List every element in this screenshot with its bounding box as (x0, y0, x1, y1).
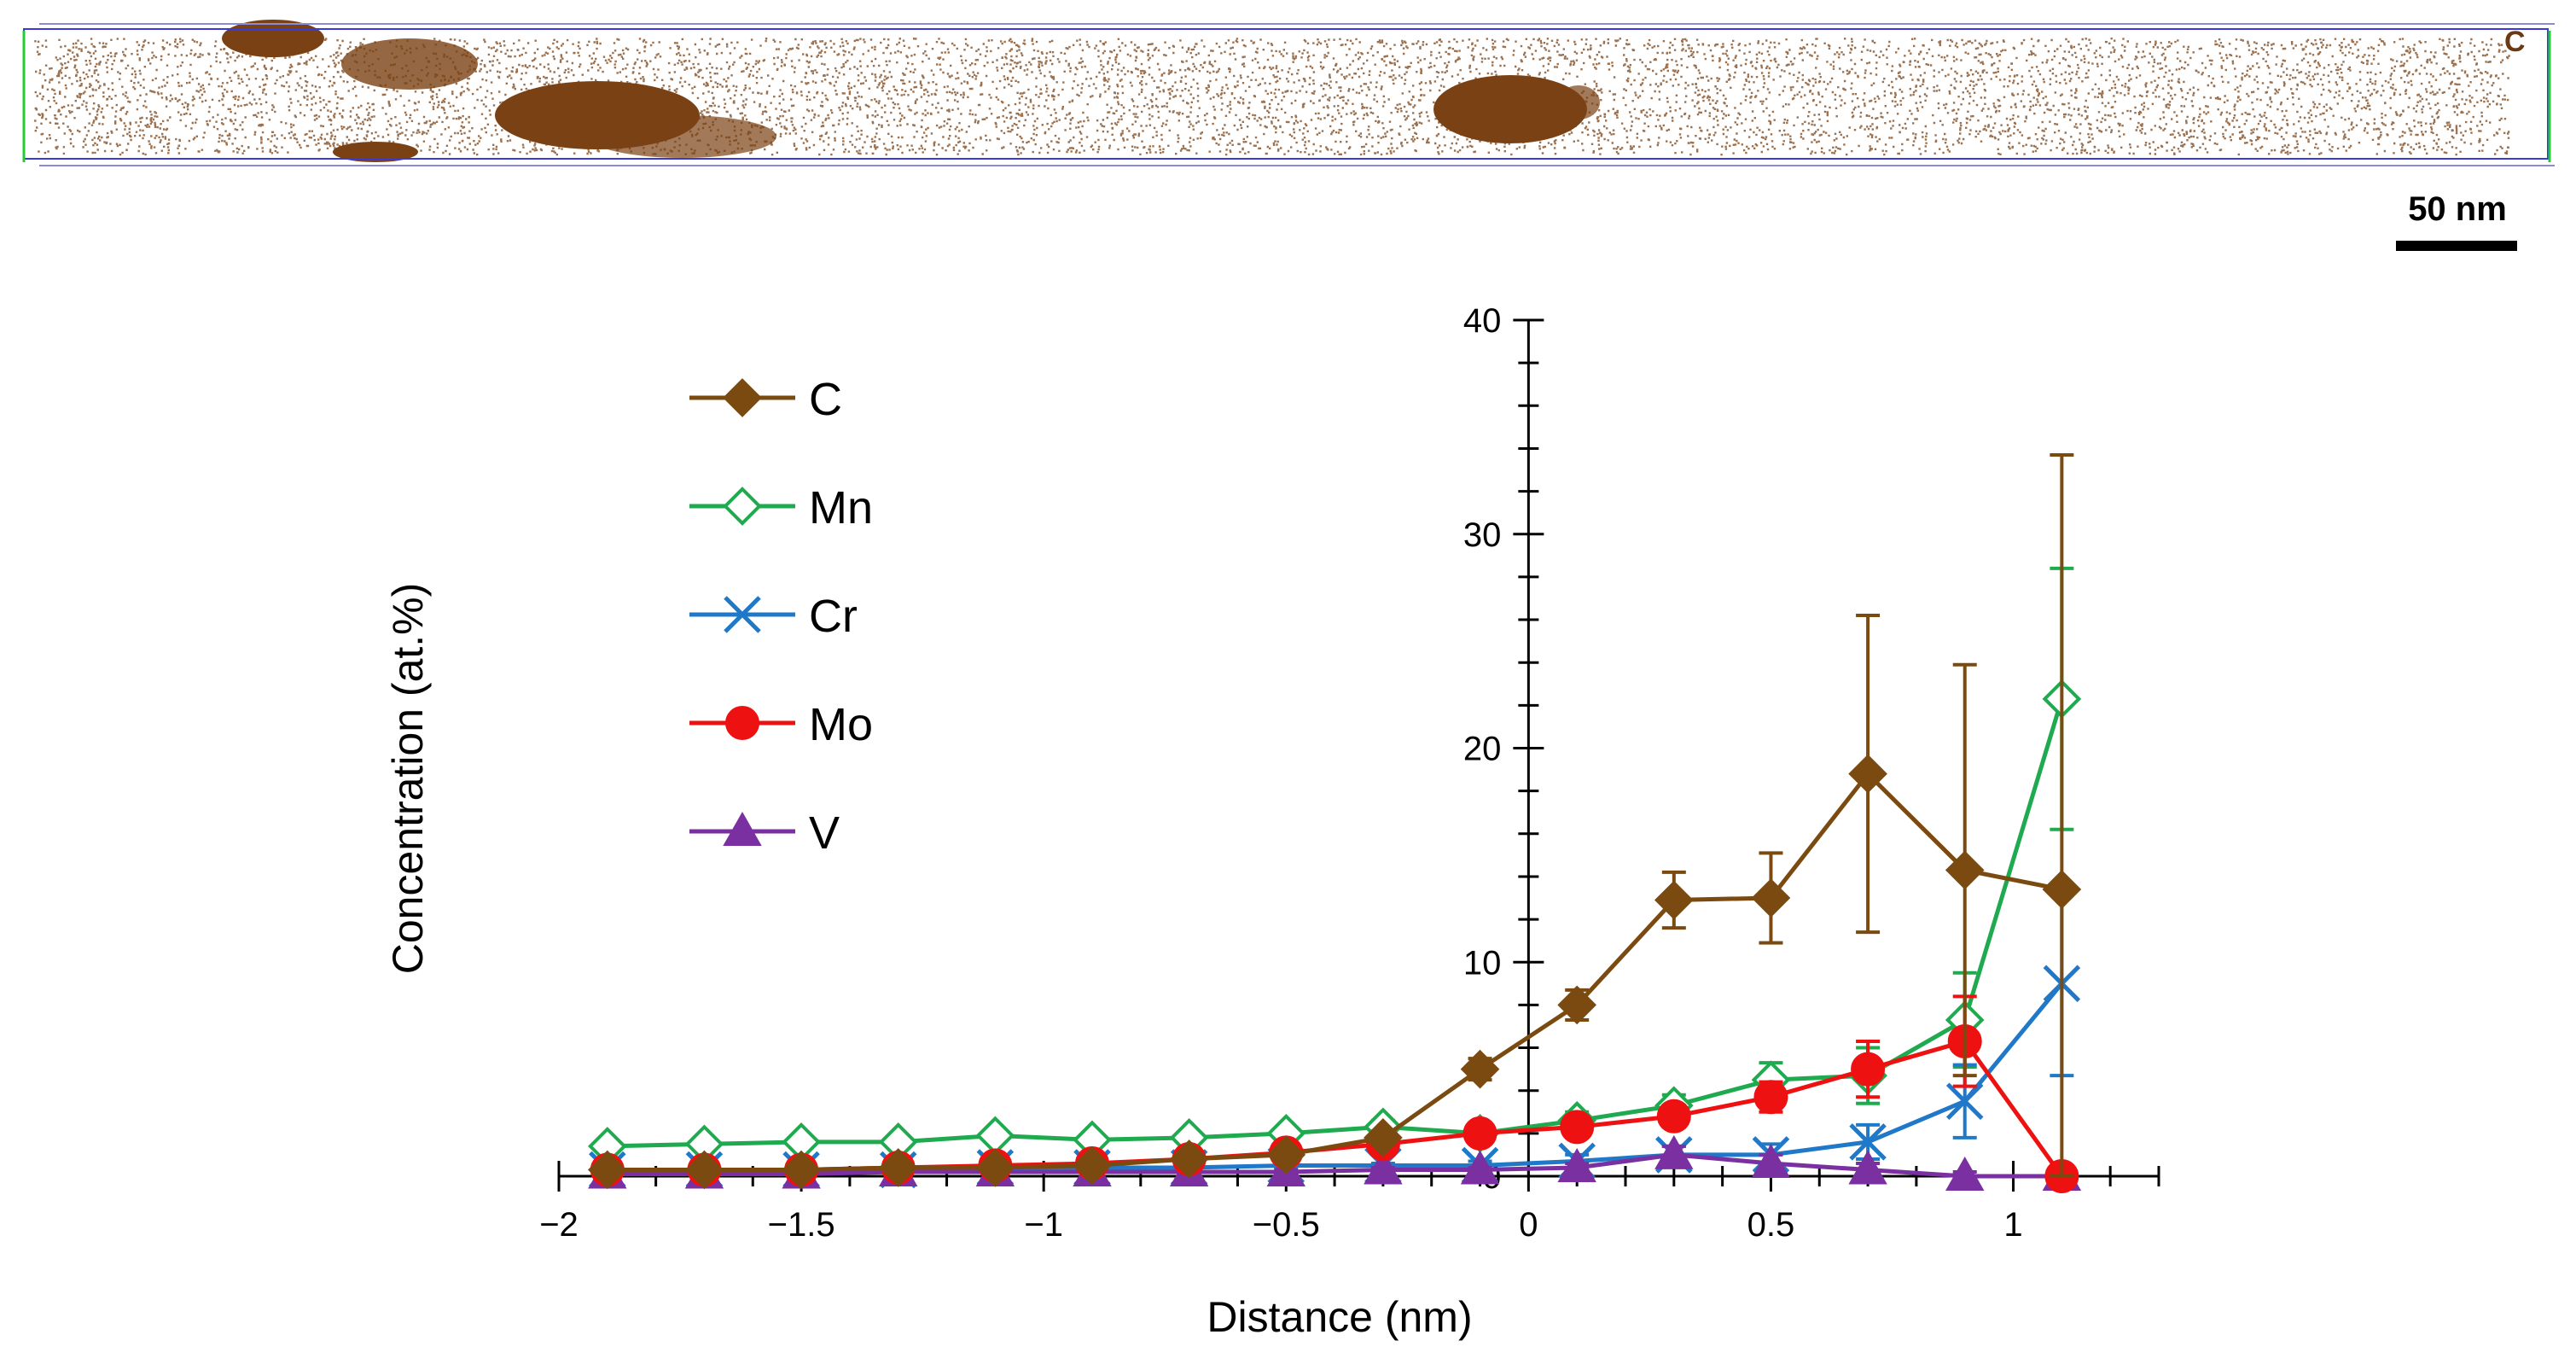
data-point (1460, 1049, 1500, 1089)
cluster (589, 115, 776, 158)
data-point (1266, 1135, 1306, 1174)
legend-item-mo: Mo (689, 699, 873, 750)
data-point (1654, 880, 1694, 920)
legend-item-cr: Cr (689, 591, 858, 642)
data-point (1848, 754, 1887, 794)
x-tick-label: 0.5 (1747, 1206, 1795, 1244)
data-point (1462, 1116, 1497, 1151)
data-point (1364, 1150, 1403, 1185)
data-point (724, 596, 761, 633)
data-point (1945, 850, 1985, 890)
data-point (1753, 1080, 1788, 1115)
x-tick-label: −0.5 (1253, 1206, 1320, 1244)
data-point (1751, 1143, 1791, 1178)
scale-bar-label: 50 nm (2408, 190, 2507, 228)
cluster (1433, 75, 1587, 143)
data-point (1073, 1145, 1112, 1186)
data-point (2042, 870, 2082, 909)
series-line (607, 770, 2062, 1172)
data-point (1656, 1099, 1691, 1134)
chart-series (587, 452, 2082, 1193)
y-axis-label: Concentration (at.%) (384, 583, 432, 975)
legend-label: Cr (809, 591, 858, 642)
legend-item-c: C (689, 374, 842, 425)
series-line (607, 1152, 2062, 1179)
data-point (1557, 1147, 1596, 1182)
legend-label: Mo (809, 699, 873, 750)
data-point (1557, 985, 1597, 1025)
chart-axes: 010203040−2−1.5−1−0.500.51 (539, 302, 2160, 1244)
legend-label: C (809, 374, 842, 425)
data-point (975, 1116, 1015, 1156)
x-tick-label: −1 (1024, 1206, 1063, 1244)
data-point (1945, 1082, 1984, 1121)
data-point (1751, 878, 1791, 918)
series-mo (590, 994, 2079, 1193)
cluster (341, 38, 478, 90)
data-point (1849, 1123, 1887, 1161)
x-tick-label: 0 (1519, 1206, 1538, 1244)
atom-map-dots (34, 38, 2510, 156)
cluster (333, 142, 418, 162)
x-tick-label: −1.5 (768, 1206, 835, 1244)
data-point (1851, 1052, 1886, 1087)
data-point (1169, 1139, 1209, 1179)
data-point (1460, 1150, 1500, 1185)
data-point (975, 1148, 1015, 1187)
chart-legend: C Mn Cr Mo V (689, 374, 873, 859)
series-c (587, 452, 2082, 1190)
data-point (1560, 1110, 1595, 1145)
series-line (607, 698, 2064, 1149)
atom-map-element-label: C (2504, 26, 2526, 58)
y-tick-label: 20 (1463, 731, 1502, 768)
x-tick-label: 1 (2003, 1206, 2022, 1244)
y-tick-label: 10 (1463, 944, 1502, 982)
scale-bar (2396, 241, 2517, 251)
data-point (723, 487, 762, 526)
series-line (607, 1039, 2064, 1178)
data-point (1945, 1156, 1985, 1191)
data-point (587, 1150, 627, 1190)
atom-map-panel: C 50 nm (22, 20, 2555, 251)
data-point (1654, 1134, 1694, 1169)
atom-map-clusters (222, 20, 1600, 162)
legend-label: V (809, 807, 840, 859)
cluster (1557, 85, 1600, 119)
legend-item-mn: Mn (689, 482, 873, 533)
y-tick-label: 40 (1463, 302, 1502, 340)
y-tick-label: 30 (1463, 516, 1502, 554)
data-point (782, 1150, 821, 1190)
legend-label: Mn (809, 482, 873, 533)
x-axis-label: Distance (nm) (1207, 1293, 1472, 1341)
data-point (878, 1148, 918, 1187)
x-tick-label: −2 (539, 1206, 579, 1244)
cluster (222, 20, 324, 57)
atom-map-scatter (34, 38, 2510, 156)
data-point (723, 811, 762, 846)
legend-item-v: V (689, 807, 840, 859)
data-point (1848, 1150, 1887, 1185)
data-point (684, 1150, 724, 1190)
data-point (725, 706, 759, 740)
data-point (1364, 1118, 1403, 1157)
data-point (723, 378, 762, 417)
